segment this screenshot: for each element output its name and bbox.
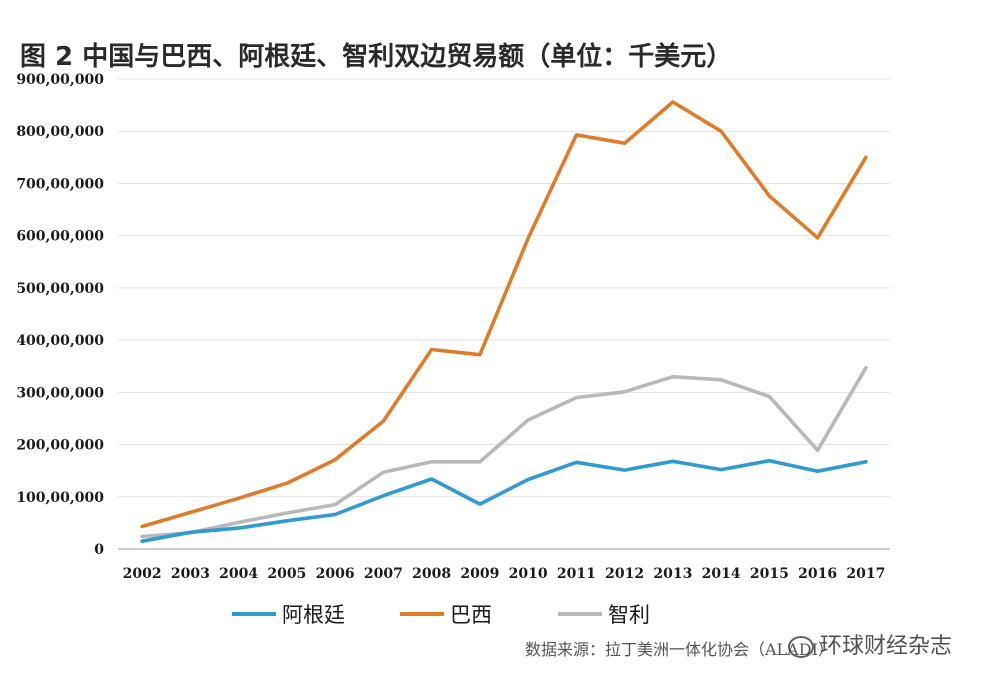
legend-label: 巴西 <box>450 603 492 627</box>
y-tick-label: 700,00,000 <box>16 176 104 192</box>
x-tick-label: 2017 <box>846 566 885 582</box>
x-tick-label: 2006 <box>316 566 355 582</box>
x-tick-label: 2009 <box>460 566 499 582</box>
y-tick-label: 300,00,000 <box>16 385 104 401</box>
y-axis-ticks: 0 100,00,000 200,00,000 300,00,000 400,00,00… <box>16 72 104 558</box>
x-tick-label: 2004 <box>219 566 258 582</box>
grid-lines <box>118 78 890 550</box>
legend: 阿根廷 巴西 智利 <box>232 603 650 627</box>
x-tick-label: 2007 <box>364 566 403 582</box>
x-tick-label: 2011 <box>557 566 596 582</box>
y-tick-label: 100,00,000 <box>16 490 104 506</box>
data-source-note: 数据来源：拉丁美洲一体化协会（ALADI） <box>525 640 834 659</box>
legend-label: 阿根廷 <box>282 603 345 627</box>
wechat-icon <box>788 636 814 658</box>
series-line-0 <box>140 458 868 544</box>
y-tick-label: 600,00,000 <box>16 229 104 245</box>
y-tick-label: 0 <box>94 542 104 558</box>
x-axis-ticks: 2002 2003 2004 2005 2006 2007 2008 2009 2010 2011… <box>123 566 886 582</box>
x-tick-label: 2005 <box>267 566 306 582</box>
x-tick-label: 2003 <box>171 566 210 582</box>
y-tick-label: 200,00,000 <box>16 438 104 454</box>
x-tick-label: 2010 <box>509 566 548 582</box>
series-line-2 <box>140 365 868 539</box>
x-tick-label: 2012 <box>605 566 644 582</box>
legend-label: 智利 <box>608 603 650 627</box>
y-tick-label: 500,00,000 <box>16 281 104 297</box>
x-tick-label: 2015 <box>750 566 789 582</box>
x-tick-label: 2002 <box>123 566 162 582</box>
x-tick-label: 2013 <box>653 566 692 582</box>
x-tick-label: 2014 <box>702 566 741 582</box>
x-tick-label: 2016 <box>798 566 837 582</box>
y-tick-label: 400,00,000 <box>16 333 104 349</box>
series-lines <box>140 100 868 544</box>
x-tick-label: 2008 <box>412 566 451 582</box>
watermark: 环球财经杂志 <box>788 628 952 660</box>
y-tick-label: 800,00,000 <box>16 124 104 140</box>
chart-title: 图 2 中国与巴西、阿根廷、智利双边贸易额（单位：千美元） <box>20 42 733 72</box>
watermark-text: 环球财经杂志 <box>820 634 953 659</box>
y-tick-label: 900,00,000 <box>16 72 104 88</box>
series-line-1 <box>140 100 868 529</box>
